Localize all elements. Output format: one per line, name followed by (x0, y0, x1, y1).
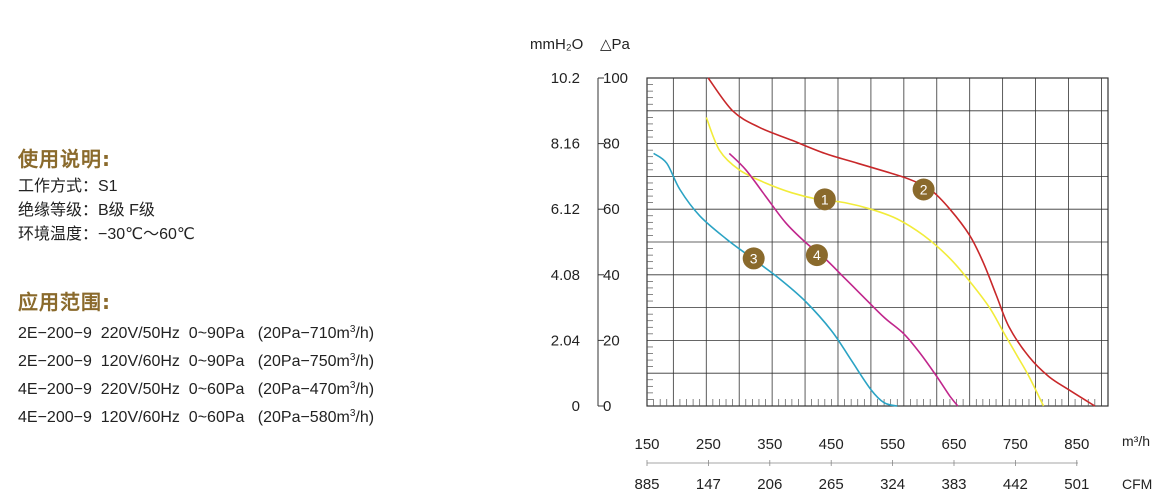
y-tick-mmh2o-label: 10.2 (551, 70, 580, 87)
x-tick-cfm-label: 265 (819, 476, 844, 493)
curve-marker-1 (813, 188, 836, 211)
range-row-1: 2E−200−9 220V/50Hz 0~90Pa (20Pa−710m3/h) (18, 318, 498, 346)
range-unit-sup: 3 (349, 408, 356, 419)
range-model: 2E−200−9 (18, 353, 92, 370)
range-row-2: 2E−200−9 120V/60Hz 0~90Pa (20Pa−750m3/h) (18, 346, 498, 374)
range-range: (20Pa−470m (257, 381, 350, 398)
x-tick-m3h-label: 550 (880, 436, 905, 453)
range-spec: 220V/50Hz 0~60Pa (100, 381, 245, 398)
range-range: (20Pa−580m (257, 409, 350, 426)
usage-section: 使用说明: 工作方式：S1 绝缘等级：B级 F级 环境温度：−30℃～60℃ (18, 146, 498, 247)
range-unit-sup: 3 (349, 352, 356, 363)
usage-title: 使用说明: (18, 147, 111, 171)
series-curve-2 (707, 77, 1096, 407)
range-model: 2E−200−9 (18, 325, 92, 342)
x-tick-m3h-label: 850 (1064, 436, 1089, 453)
x-tick-m3h-label: 350 (757, 436, 782, 453)
x-tick-cfm-label: 885 (634, 476, 659, 493)
range-unit-tail: /h) (355, 409, 375, 426)
curve-marker-label: 1 (821, 191, 829, 207)
y-tick-pa-label: 0 (603, 398, 611, 415)
y-tick-mmh2o-label: 6.12 (551, 201, 580, 218)
range-list: 2E−200−9 220V/50Hz 0~90Pa (20Pa−710m3/h)… (18, 318, 498, 430)
x-tick-m3h-label: 150 (634, 436, 659, 453)
insulation-class: 绝缘等级：B级 F级 (18, 202, 155, 219)
curve-marker-2 (912, 178, 935, 201)
y-tick-pa-label: 20 (603, 332, 620, 349)
range-title: 应用范围: (18, 290, 111, 314)
x-tick-m3h-label: 650 (941, 436, 966, 453)
y-tick-mmh2o-label: 8.16 (551, 136, 580, 153)
range-model: 4E−200−9 (18, 409, 92, 426)
x-tick-m3h-label: 250 (696, 436, 721, 453)
ambient-temperature: 环境温度：−30℃～60℃ (18, 226, 195, 243)
operation-mode: 工作方式：S1 (18, 178, 118, 195)
range-unit-sup: 3 (349, 380, 356, 391)
y-tick-mmh2o-label: 0 (572, 398, 580, 415)
range-range: (20Pa−750m (257, 353, 350, 370)
x-tick-cfm-label: 324 (880, 476, 905, 493)
y-tick-mmh2o-label: 4.08 (551, 267, 580, 284)
x-unit-cfm: CFM (1122, 476, 1152, 492)
range-unit-tail: /h) (355, 325, 375, 342)
curve-marker-3 (742, 247, 765, 270)
x-tick-m3h-label: 450 (819, 436, 844, 453)
curve-marker-label: 4 (813, 247, 821, 263)
series-curve-4 (728, 152, 959, 407)
curve-marker-label: 3 (750, 250, 758, 266)
x-tick-m3h-label: 750 (1003, 436, 1028, 453)
y-tick-pa-label: 60 (603, 201, 620, 218)
range-spec: 120V/60Hz 0~90Pa (100, 353, 245, 370)
y-tick-pa-label: 100 (603, 70, 628, 87)
y-tick-pa-label: 40 (603, 267, 620, 284)
range-spec: 220V/50Hz 0~90Pa (100, 325, 245, 342)
curve-marker-label: 2 (920, 182, 928, 198)
range-row-4: 4E−200−9 120V/60Hz 0~60Pa (20Pa−580m3/h) (18, 402, 498, 430)
range-section: 应用范围: 2E−200−9 220V/50Hz 0~90Pa (20Pa−71… (18, 289, 498, 430)
y-tick-mmh2o-label: 2.04 (551, 332, 580, 349)
x-unit-m3h: m³/h (1122, 433, 1150, 449)
series-curve-1 (705, 117, 1045, 407)
y-tick-pa-label: 80 (603, 136, 620, 153)
range-row-3: 4E−200−9 220V/50Hz 0~60Pa (20Pa−470m3/h) (18, 374, 498, 402)
series-curve-3 (653, 152, 898, 407)
spec-panel: 使用说明: 工作方式：S1 绝缘等级：B级 F级 环境温度：−30℃～60℃ 应… (18, 146, 498, 430)
x-tick-cfm-label: 206 (757, 476, 782, 493)
curve-marker-4 (805, 244, 828, 267)
y-unit-pa: △Pa (600, 36, 631, 53)
y-unit-mmh2o: mmH₂O (530, 36, 583, 53)
range-model: 4E−200−9 (18, 381, 92, 398)
range-unit-tail: /h) (355, 381, 375, 398)
range-unit-sup: 3 (349, 324, 356, 335)
x-tick-cfm-label: 383 (941, 476, 966, 493)
range-range: (20Pa−710m (257, 325, 350, 342)
x-tick-cfm-label: 442 (1003, 476, 1028, 493)
x-tick-cfm-label: 501 (1064, 476, 1089, 493)
x-tick-cfm-label: 147 (696, 476, 721, 493)
range-spec: 120V/60Hz 0~60Pa (100, 409, 245, 426)
range-unit-tail: /h) (355, 353, 375, 370)
